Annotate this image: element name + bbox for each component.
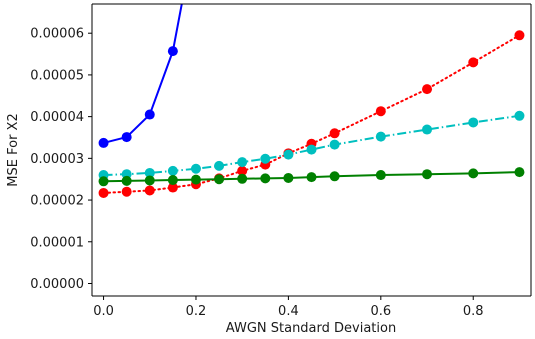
data-point bbox=[144, 109, 155, 120]
data-point bbox=[514, 167, 525, 178]
data-point bbox=[375, 131, 386, 142]
data-point bbox=[375, 170, 386, 181]
series-0 bbox=[98, 4, 183, 148]
data-point bbox=[214, 174, 225, 185]
data-point bbox=[144, 167, 155, 178]
x-axis-label: AWGN Standard Deviation bbox=[226, 321, 396, 336]
y-tick-label: 0.00000 bbox=[30, 277, 84, 292]
data-point bbox=[514, 110, 525, 121]
y-tick-label: 0.00006 bbox=[30, 27, 84, 42]
x-tick-label: 0.0 bbox=[93, 304, 114, 319]
series-line bbox=[103, 114, 520, 177]
data-point bbox=[190, 174, 201, 185]
y-axis-label: MSE For X2 bbox=[6, 113, 21, 186]
series-line bbox=[103, 4, 183, 144]
data-point bbox=[190, 163, 201, 174]
data-point bbox=[260, 153, 271, 164]
data-point bbox=[422, 124, 433, 135]
data-point bbox=[237, 165, 248, 176]
axes: 0.0 0.2 0.4 0.6 0.8 0.00000 0.00001 0.00002 0.00… bbox=[30, 3, 532, 319]
data-point bbox=[468, 168, 479, 179]
y-tick-label: 0.00005 bbox=[30, 68, 84, 83]
data-point bbox=[167, 175, 178, 186]
data-point bbox=[121, 186, 132, 197]
data-point bbox=[468, 117, 479, 128]
data-point bbox=[306, 172, 317, 183]
data-point bbox=[329, 171, 340, 182]
data-point bbox=[98, 187, 109, 198]
y-tick-label: 0.00001 bbox=[30, 235, 84, 250]
x-tick-label: 0.2 bbox=[186, 304, 207, 319]
data-point bbox=[306, 144, 317, 155]
data-point bbox=[283, 172, 294, 183]
series-line bbox=[102, 34, 521, 194]
series-2 bbox=[98, 110, 525, 181]
data-point bbox=[329, 139, 340, 150]
data-point bbox=[283, 149, 294, 160]
data-point bbox=[144, 185, 155, 196]
series-layer bbox=[98, 4, 525, 198]
data-point bbox=[167, 46, 178, 57]
data-point bbox=[375, 106, 386, 117]
data-point bbox=[167, 165, 178, 176]
y-tick-label: 0.00003 bbox=[30, 152, 84, 167]
series-3 bbox=[98, 167, 525, 187]
x-tick-label: 0.4 bbox=[278, 304, 299, 319]
data-point bbox=[214, 160, 225, 171]
data-point bbox=[121, 175, 132, 186]
data-point bbox=[98, 137, 109, 148]
data-point bbox=[98, 176, 109, 187]
x-tick-label: 0.6 bbox=[370, 304, 391, 319]
x-tick-label: 0.8 bbox=[463, 304, 484, 319]
data-point bbox=[422, 84, 433, 95]
data-point bbox=[329, 128, 340, 139]
data-point bbox=[167, 182, 178, 193]
data-point bbox=[121, 132, 132, 143]
data-point bbox=[237, 157, 248, 168]
data-point bbox=[260, 173, 271, 184]
data-point bbox=[514, 30, 525, 41]
data-point bbox=[422, 169, 433, 180]
y-tick-label: 0.00004 bbox=[30, 110, 84, 125]
y-tick-label: 0.00002 bbox=[30, 194, 84, 209]
data-point bbox=[468, 57, 479, 68]
data-point bbox=[144, 175, 155, 186]
data-point bbox=[237, 173, 248, 184]
